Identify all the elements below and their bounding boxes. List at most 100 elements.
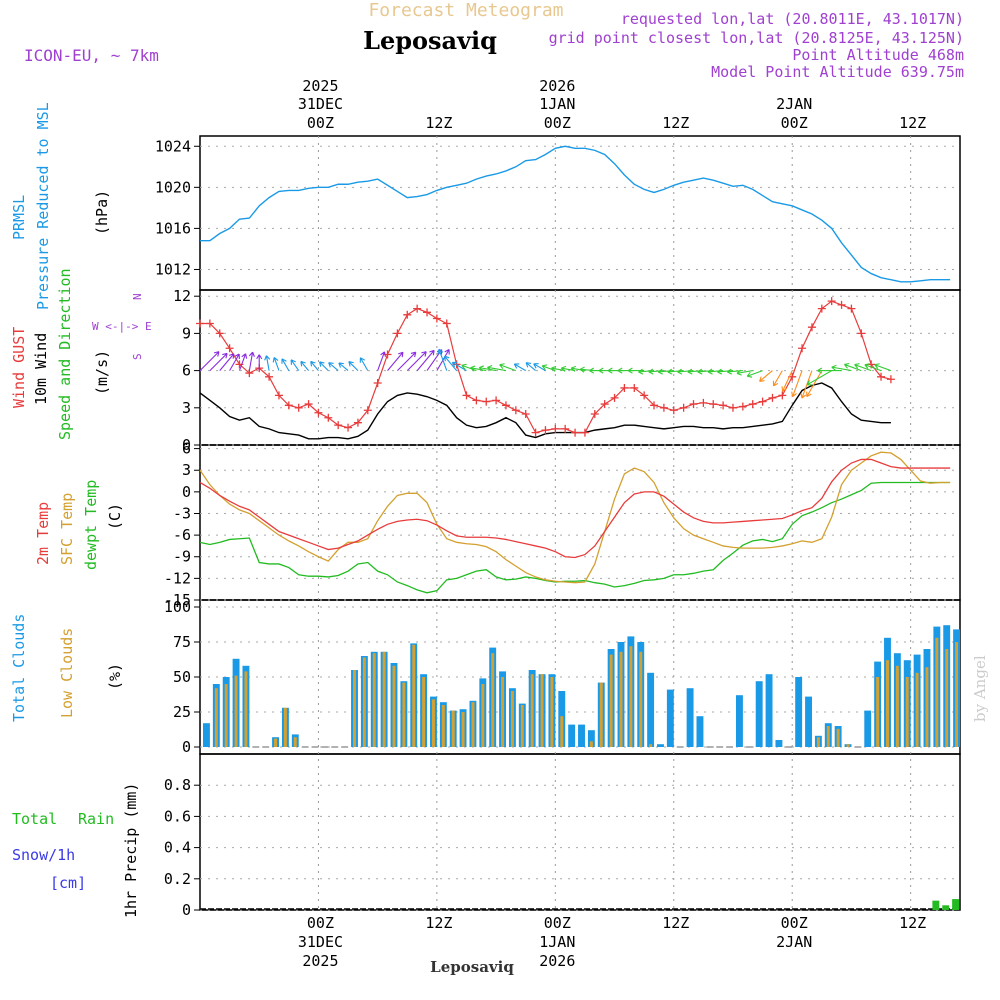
bottom-hour-label: 12Z — [662, 914, 689, 932]
gust-marker — [393, 329, 402, 338]
gust-marker — [837, 300, 846, 309]
model-label: ICON-EU, ~ 7km — [24, 46, 159, 65]
low-cloud-bar — [816, 737, 820, 747]
clouds-ytick-label: 50 — [173, 668, 191, 686]
low-cloud-bar — [895, 665, 899, 747]
wind-direction-arrow — [377, 351, 386, 371]
gust-marker — [205, 319, 214, 328]
gust-marker — [353, 418, 362, 427]
wind-direction-arrow — [451, 361, 467, 372]
wind-direction-arrow — [726, 368, 743, 375]
precip-ytick-label: 0.6 — [164, 807, 191, 825]
temp-ytick-label: -6 — [173, 526, 191, 544]
wind-direction-arrow — [443, 355, 458, 371]
wind-direction-arrow — [806, 370, 832, 386]
gust-marker — [798, 344, 807, 353]
wind-ytick-label: 3 — [182, 399, 191, 417]
pressure-frame — [199, 135, 961, 291]
temp-ytick-label: -3 — [173, 504, 191, 522]
gust-marker — [432, 314, 441, 323]
gust-marker — [373, 379, 382, 387]
top-day-label: 1JAN — [539, 95, 575, 113]
temperature-series — [199, 451, 951, 594]
wind-unit: (m/s) — [93, 350, 111, 395]
footer-location: Leposaviq — [430, 958, 514, 976]
gust-marker — [294, 403, 303, 412]
total-cloud-bar — [666, 689, 674, 747]
low-cloud-bar — [224, 684, 228, 747]
low-cloud-bar — [481, 684, 485, 747]
gust-marker — [847, 304, 856, 313]
precip-ytick-label: 0.4 — [164, 839, 191, 857]
wind-direction-arrow — [707, 368, 724, 375]
wind-direction-arrow — [627, 367, 645, 374]
rain-bar — [952, 899, 960, 910]
clouds-unit: (%) — [106, 663, 124, 690]
clouds-ytick-label: 100 — [164, 598, 191, 616]
top-day-label: 2JAN — [776, 95, 812, 113]
temp-ytick-label: -15 — [164, 591, 191, 609]
total-cloud-bar — [696, 716, 704, 747]
wind-direction-arrow — [406, 351, 427, 371]
clouds-ytick-label: 0 — [182, 738, 191, 756]
chart-title: Forecast Meteogram — [368, 0, 563, 21]
total-cloud-bar — [775, 740, 783, 747]
low-cloud-bar — [836, 728, 840, 747]
wind-direction-arrow — [697, 368, 714, 375]
gust-marker — [620, 383, 629, 392]
low-cloud-bar — [283, 707, 287, 747]
low-cloud-bar — [402, 682, 406, 747]
low-cloud-bar — [461, 712, 465, 747]
total-cloud-bar — [647, 672, 655, 747]
wind-direction-arrow — [759, 370, 773, 382]
gust-marker — [857, 329, 866, 338]
wind-direction-arrow — [817, 367, 842, 374]
gust-marker — [877, 372, 886, 381]
temp-2m-line — [199, 458, 951, 559]
low-clouds-label: Low Clouds — [58, 628, 76, 718]
temp-ytick-label: 3 — [182, 461, 191, 479]
top-year-label: 2026 — [539, 77, 575, 95]
gust-marker — [590, 410, 599, 418]
pressure-ytick-label: 1020 — [155, 178, 191, 196]
gust-marker — [511, 406, 520, 415]
low-cloud-bar — [540, 674, 544, 747]
low-cloud-bar — [392, 665, 396, 747]
wind-direction-arrow — [570, 365, 586, 372]
bottom-hour-label: 12Z — [899, 914, 926, 932]
gust-marker — [442, 319, 451, 328]
wind-direction-arrow — [229, 353, 240, 371]
wind-direction-arrow — [874, 363, 892, 372]
wind-direction-label: Speed and Direction — [56, 268, 74, 440]
wind-direction-arrow — [264, 355, 271, 371]
wind-direction-arrow — [199, 351, 220, 371]
grid-lines — [317, 136, 912, 910]
low-cloud-bar — [234, 675, 238, 747]
low-cloud-bar — [431, 699, 435, 747]
precip-ytick-label: 0.8 — [164, 776, 191, 794]
gust-marker — [719, 401, 728, 410]
precip-frame — [199, 753, 961, 911]
bottom-day-label: 1JAN — [539, 933, 575, 951]
gust-marker — [561, 424, 570, 433]
total-cloud-bar — [203, 723, 210, 747]
wind-direction-arrow — [416, 349, 435, 371]
gust-marker — [196, 319, 204, 328]
low-cloud-bar — [501, 677, 505, 747]
wind-direction-arrow — [328, 362, 339, 372]
gust-marker — [699, 398, 708, 407]
top-day-label: 31DEC — [298, 95, 343, 113]
wind-direction-arrow — [781, 370, 793, 392]
point-altitude: Point Altitude 468m — [792, 46, 964, 64]
total-cloud-bar — [755, 681, 763, 747]
precip-ytick-label: 0 — [182, 901, 191, 919]
wind-direction-arrow — [426, 349, 443, 371]
temp-2m-label: 2m Temp — [34, 502, 52, 565]
gust-marker — [630, 383, 639, 392]
gust-marker — [265, 372, 274, 381]
wind-direction-arrow — [387, 351, 404, 371]
top-hour-label: 00Z — [781, 114, 808, 132]
bottom-hour-label: 12Z — [425, 914, 452, 932]
wind-direction-arrow — [831, 364, 852, 372]
gust-marker — [492, 396, 501, 405]
